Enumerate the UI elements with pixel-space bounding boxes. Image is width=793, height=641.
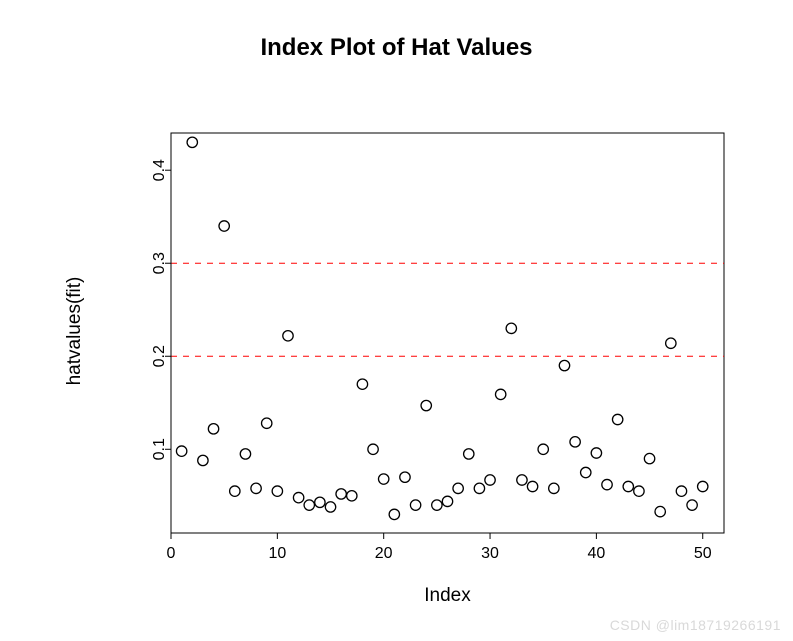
data-point [655, 506, 665, 516]
data-point [485, 475, 495, 485]
data-point [368, 444, 378, 454]
data-point [283, 331, 293, 341]
y-tick-label: 0.1 [151, 438, 168, 460]
data-point [410, 500, 420, 510]
data-point [676, 486, 686, 496]
data-point [506, 323, 516, 333]
watermark: CSDN @lim18719266191 [610, 617, 781, 633]
data-point [378, 474, 388, 484]
data-point [623, 481, 633, 491]
plot-border [171, 133, 724, 533]
data-point [581, 467, 591, 477]
data-point [293, 492, 303, 502]
data-point [400, 472, 410, 482]
x-tick-label: 50 [694, 545, 712, 562]
data-point [262, 418, 272, 428]
data-point [612, 414, 622, 424]
data-point [538, 444, 548, 454]
data-point [304, 500, 314, 510]
data-point [527, 481, 537, 491]
y-tick-label: 0.3 [151, 252, 168, 274]
x-tick-label: 0 [167, 545, 176, 562]
y-tick-label: 0.4 [151, 159, 168, 181]
data-point [251, 483, 261, 493]
data-point [517, 475, 527, 485]
data-point [230, 486, 240, 496]
x-tick-label: 20 [375, 545, 393, 562]
y-tick-label: 0.2 [151, 345, 168, 367]
data-point [602, 479, 612, 489]
data-point [240, 449, 250, 459]
data-point [453, 483, 463, 493]
data-point [176, 446, 186, 456]
data-point [198, 455, 208, 465]
data-point [698, 481, 708, 491]
y-axis: 0.1 0.2 0.3 0.4 [151, 159, 171, 460]
data-point [272, 486, 282, 496]
data-point [570, 437, 580, 447]
data-point [464, 449, 474, 459]
data-point [219, 221, 229, 231]
scatter-plot: 0 10 20 30 40 50 0.1 0.2 0.3 0.4 [0, 0, 793, 641]
data-point [357, 379, 367, 389]
x-tick-label: 30 [481, 545, 499, 562]
data-point [495, 389, 505, 399]
reference-lines [171, 263, 724, 356]
data-point [687, 500, 697, 510]
data-point [549, 483, 559, 493]
data-points [176, 137, 707, 519]
data-point [666, 338, 676, 348]
data-point [325, 502, 335, 512]
x-tick-label: 40 [587, 545, 605, 562]
data-point [442, 496, 452, 506]
data-point [474, 483, 484, 493]
x-tick-label: 10 [268, 545, 286, 562]
data-point [347, 491, 357, 501]
data-point [336, 489, 346, 499]
data-point [432, 500, 442, 510]
data-point [389, 509, 399, 519]
data-point [421, 400, 431, 410]
data-point [591, 448, 601, 458]
data-point [208, 424, 218, 434]
x-axis: 0 10 20 30 40 50 [167, 533, 712, 562]
data-point [644, 453, 654, 463]
data-point [559, 360, 569, 370]
data-point [187, 137, 197, 147]
data-point [634, 486, 644, 496]
data-point [315, 497, 325, 507]
